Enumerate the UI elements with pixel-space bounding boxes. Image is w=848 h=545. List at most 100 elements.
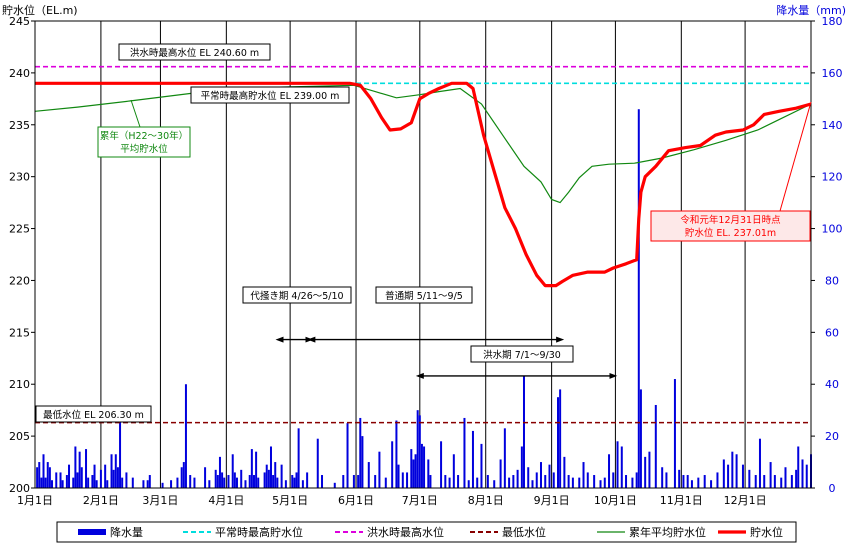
rain-bar: [74, 446, 77, 488]
rain-bar: [644, 456, 647, 488]
x-tick-label: 2月1日: [83, 494, 119, 507]
rain-bar: [476, 477, 479, 488]
rain-bar: [457, 475, 460, 488]
rain-bar: [223, 477, 226, 488]
rain-bar: [559, 389, 562, 488]
rain-bar: [805, 464, 808, 488]
chart-legend: 降水量 平常時最高貯水位 洪水時最高水位 最低水位 累年平均貯水位 貯水位: [56, 521, 797, 543]
rain-bar: [44, 477, 47, 488]
rain-bar: [416, 410, 419, 488]
axes: 200 205 210 215 220 225 230 235 240 245 0 20 40 60 80 1…: [2, 3, 846, 507]
rain-bar: [146, 480, 149, 488]
rain-bar: [648, 451, 651, 488]
right-tick-label: 120: [822, 171, 843, 184]
rain-bar: [731, 451, 734, 488]
normal-max-label-text: 平常時最高貯水位 EL 239.00 m: [201, 90, 340, 102]
rain-bar: [690, 480, 693, 488]
rain-bar: [361, 436, 364, 488]
rain-bar: [686, 475, 689, 488]
right-tick-label: 160: [822, 67, 843, 80]
rain-bar: [40, 477, 43, 488]
rain-bar: [112, 469, 115, 488]
rain-bar: [80, 467, 83, 488]
rain-bar: [535, 472, 538, 488]
rain-bar: [412, 459, 415, 488]
rain-bar: [297, 428, 300, 488]
rain-bar: [265, 464, 268, 488]
left-tick-label: 240: [9, 67, 30, 80]
rain-bar: [527, 467, 530, 488]
rain-bar: [429, 475, 432, 488]
rain-bar: [758, 438, 761, 488]
x-tick-label: 12月1日: [724, 494, 767, 507]
rain-bar: [754, 475, 757, 488]
rain-bar: [176, 477, 179, 488]
rain-bar: [703, 475, 706, 488]
rain-bar: [295, 472, 298, 488]
rain-bar: [78, 451, 81, 488]
rain-bar: [244, 480, 247, 488]
rain-bar: [359, 417, 362, 488]
rain-bar: [51, 480, 54, 488]
rain-bar: [72, 477, 75, 488]
rain-bar: [214, 469, 217, 488]
right-tick-label: 0: [829, 482, 836, 495]
rain-bar: [586, 472, 589, 488]
right-tick-label: 20: [825, 430, 839, 443]
rain-bar: [233, 472, 236, 488]
left-tick-label: 220: [9, 274, 30, 287]
rain-bar: [423, 446, 426, 488]
period-normal-label-box: [375, 286, 473, 304]
legend-label: 累年平均貯水位: [629, 525, 706, 539]
current-level-annotation-box: [650, 210, 811, 242]
rain-bar: [110, 454, 113, 488]
rain-bar: [612, 472, 615, 488]
right-tick-label: 100: [822, 223, 843, 236]
rain-bar: [571, 477, 574, 488]
rain-bar: [480, 443, 483, 488]
rain-bar: [631, 477, 634, 488]
rain-bar: [620, 446, 623, 488]
rain-bar: [204, 467, 207, 488]
rain-bar: [114, 454, 117, 488]
rain-bar: [784, 467, 787, 488]
rain-bar: [357, 475, 360, 488]
right-tick-label: 180: [822, 15, 843, 28]
rain-bar: [499, 459, 502, 488]
rain-bar: [508, 477, 511, 488]
rain-bar: [321, 475, 324, 488]
rain-bar: [395, 420, 398, 488]
rain-bar: [269, 446, 272, 488]
rain-bar: [406, 472, 409, 488]
rain-bar: [520, 446, 523, 488]
rain-bar: [316, 438, 319, 488]
rain-bar: [727, 464, 730, 488]
left-tick-label: 230: [9, 171, 30, 184]
legend-swatch: [78, 529, 106, 535]
rain-bar: [741, 464, 744, 488]
rain-bar: [567, 475, 570, 488]
rain-bar: [440, 441, 443, 488]
rain-bar: [748, 469, 751, 488]
rain-bar: [142, 480, 145, 488]
rain-bar: [418, 415, 421, 488]
rain-bar: [608, 454, 611, 488]
rain-bar: [769, 462, 772, 488]
rain-bar: [552, 472, 555, 488]
rain-bar: [267, 469, 270, 488]
rain-bar: [38, 462, 41, 488]
rain-bar: [46, 462, 49, 488]
rain-bar: [493, 480, 496, 488]
legend-label: 最低水位: [502, 525, 546, 539]
y-right-axis-label: 降水量（mm): [776, 3, 846, 17]
rain-bar: [486, 475, 489, 488]
rain-bar: [227, 475, 230, 488]
right-tick-label: 40: [825, 378, 839, 391]
x-tick-label: 8月1日: [468, 494, 504, 507]
rain-bar: [274, 462, 277, 488]
current-level-annotation-text: 令和元年12月31日時点: [680, 214, 781, 226]
rain-bar: [193, 477, 196, 488]
rain-bar: [55, 472, 58, 488]
rain-bar: [59, 472, 62, 488]
rain-bar: [697, 477, 700, 488]
